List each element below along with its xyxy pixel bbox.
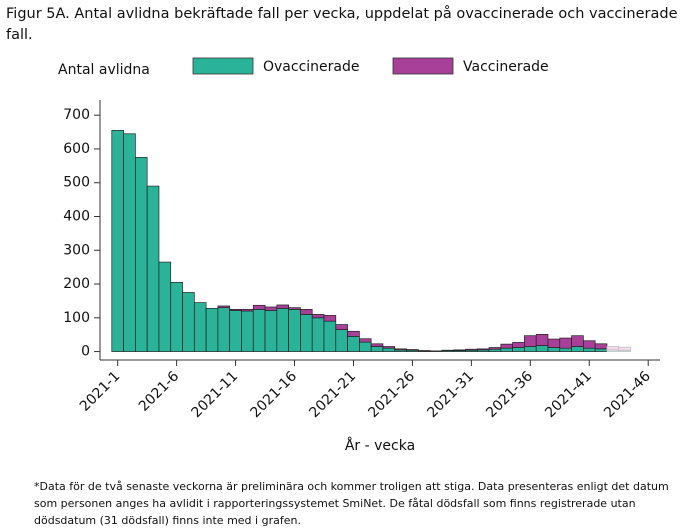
x-tick-label: 2021-11	[189, 368, 242, 421]
bar-segment	[547, 347, 561, 352]
bar-segment	[323, 320, 337, 352]
bar-segment	[571, 335, 584, 347]
bar-segment	[594, 343, 608, 350]
x-tick-label: 2021-16	[248, 368, 301, 421]
bar-segment	[182, 292, 195, 352]
bar-segment	[335, 329, 348, 352]
bar-segment	[347, 330, 360, 337]
bar-segment	[559, 347, 572, 352]
bar-segment	[146, 185, 160, 352]
bar-segment	[229, 309, 242, 311]
x-tick-label: 2021-31	[424, 368, 477, 421]
legend-swatch	[192, 57, 254, 75]
x-tick-label: 2021-26	[365, 368, 418, 421]
bar-segment	[370, 343, 384, 347]
bar-segment	[382, 347, 396, 352]
bar-segment	[300, 314, 313, 352]
bar-segment	[264, 310, 278, 352]
bar-segment	[229, 310, 242, 352]
y-tick-label: 600	[63, 141, 90, 157]
bar-segment	[252, 309, 266, 352]
bar-segment	[217, 307, 231, 352]
bar-segment	[323, 315, 337, 322]
bar-segment	[335, 324, 348, 330]
x-axis-title: År - vecka	[345, 437, 415, 454]
bar-segment	[264, 306, 278, 311]
bar-segment	[205, 307, 219, 352]
bar-segment	[370, 346, 384, 352]
chart-title: Figur 5A. Antal avlidna bekräftade fall …	[6, 6, 678, 43]
bar-segment	[512, 347, 525, 352]
bar-segment	[359, 338, 372, 343]
bar-segment	[618, 346, 631, 351]
bar-segment	[123, 133, 136, 352]
x-tick-label: 2021-21	[306, 368, 359, 421]
x-tick-label: 2021-41	[542, 368, 595, 421]
legend-label: Ovaccinerade	[263, 59, 360, 75]
bar-segment	[594, 348, 608, 352]
bar-segment	[547, 338, 561, 348]
y-tick-label: 200	[63, 276, 90, 292]
y-tick-label: 500	[63, 175, 90, 191]
bar-segment	[583, 340, 596, 349]
bar-segment	[500, 343, 513, 349]
x-tick-label: 2021-6	[136, 368, 182, 414]
footnote: *Data för de två senaste veckorna är pre…	[34, 480, 669, 527]
bar-segment	[241, 310, 254, 352]
bar-segment	[170, 281, 183, 352]
legend-label: Vaccinerade	[463, 59, 549, 75]
bar-segment	[394, 348, 407, 351]
bar-segment	[500, 347, 513, 352]
bar-segment	[524, 346, 537, 352]
bar-segment	[583, 347, 596, 352]
bar-segment	[488, 348, 502, 352]
bar-segment	[465, 348, 478, 351]
bar-segment	[276, 307, 289, 352]
bar-segment	[559, 337, 572, 349]
bar-segment	[288, 309, 301, 352]
bar-segment	[111, 130, 124, 352]
bar-segment	[135, 157, 148, 352]
bar-segment	[512, 342, 525, 348]
x-tick-label: 2021-1	[77, 368, 123, 414]
bar-segment	[193, 302, 207, 352]
bar-segment	[606, 346, 620, 351]
bar-segment	[535, 345, 549, 352]
bar-segment	[217, 305, 231, 309]
bar-segment	[382, 346, 396, 349]
bar-segment	[300, 309, 313, 315]
bar-segment	[311, 317, 325, 352]
bar-segment	[252, 304, 266, 310]
bar-segment	[359, 341, 372, 352]
bar-segment	[347, 336, 360, 352]
x-tick-label: 2021-36	[483, 368, 536, 421]
chart: Antal avlidna År - vecka Ovaccinerade Vac…	[58, 57, 660, 454]
bar-segment	[406, 349, 419, 351]
x-tick-label: 2021-46	[601, 368, 654, 421]
bar-segment	[535, 333, 549, 346]
y-tick-label: 0	[81, 344, 90, 360]
bar-segment	[276, 304, 289, 309]
bar-segment	[288, 307, 301, 310]
y-tick-label: 300	[63, 242, 90, 258]
bar-segment	[488, 347, 502, 350]
y-axis-title: Antal avlidna	[58, 62, 150, 78]
y-tick-label: 100	[63, 310, 90, 326]
legend-swatch	[392, 57, 454, 75]
y-tick-label: 400	[63, 208, 90, 224]
bar-segment	[311, 314, 325, 319]
bar-segment	[241, 309, 254, 312]
bar-segment	[476, 348, 490, 351]
bar-segment	[571, 346, 584, 352]
bar-segment	[429, 350, 443, 352]
y-tick-label: 700	[63, 107, 90, 123]
bar-segment	[158, 261, 172, 352]
bar-segment	[453, 349, 466, 351]
bar-segment	[524, 335, 537, 347]
